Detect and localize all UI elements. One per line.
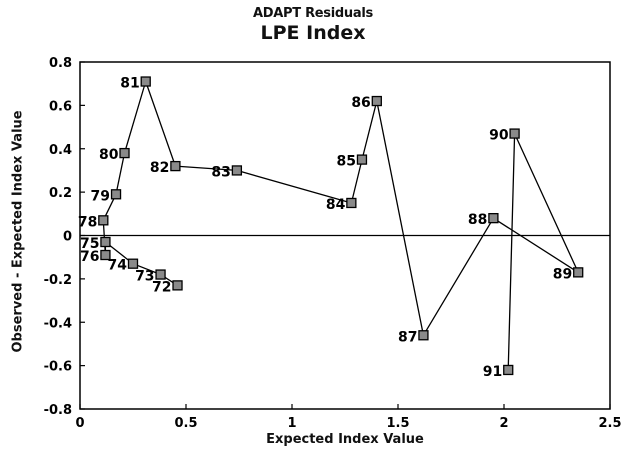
data-point-90 [509, 128, 520, 139]
data-point-80 [119, 147, 130, 159]
y-tick-label: -0.4 [44, 316, 72, 331]
point-label-76: 76 [80, 249, 99, 265]
point-label-89: 89 [553, 266, 572, 282]
data-point-72 [172, 280, 183, 291]
data-point-88 [488, 212, 499, 224]
point-label-72: 72 [152, 279, 171, 295]
data-point-79 [110, 189, 122, 200]
connecting-lines [102, 80, 579, 371]
data-point-86 [371, 95, 382, 107]
point-label-81: 81 [120, 76, 139, 92]
data-point-74 [127, 258, 139, 269]
y-tick-label: -0.6 [44, 360, 72, 375]
point-label-79: 79 [91, 188, 110, 204]
y-tick-label: 0.4 [49, 143, 72, 158]
data-point-82 [170, 160, 181, 172]
data-point-81 [140, 76, 151, 87]
data-point-75 [100, 236, 111, 248]
point-label-80: 80 [99, 147, 119, 163]
y-axis-title: Observed - Expected Index Value [10, 110, 26, 353]
chart-supertitle: ADAPT Residuals [253, 6, 373, 21]
x-tick-label: 1 [287, 416, 296, 431]
x-tick-label: 0 [75, 416, 84, 431]
point-label-75: 75 [80, 236, 99, 252]
y-tick-label: 0.6 [49, 99, 72, 114]
data-point-85 [356, 154, 368, 165]
point-label-88: 88 [468, 212, 487, 228]
point-label-74: 74 [108, 258, 128, 274]
data-point-91 [503, 364, 514, 376]
data-point-83 [231, 165, 243, 176]
x-tick-label: 2.5 [598, 416, 621, 431]
series-line [102, 80, 579, 371]
axes: 0 0.5 1 1.5 2 2.5 0.8 0.6 0.4 0.2 0 -0.2 -0.4 -0.6 -0.… [44, 56, 622, 431]
point-label-73: 73 [135, 269, 154, 285]
data-point-78 [98, 215, 109, 226]
x-tick-label: 2 [499, 416, 508, 431]
data-point-87 [418, 330, 429, 341]
point-label-78: 78 [78, 214, 97, 230]
chart-title: LPE Index [260, 22, 366, 44]
point-label-85: 85 [336, 154, 355, 170]
data-point-89 [573, 267, 584, 278]
data-point-73 [155, 269, 166, 280]
point-label-86: 86 [351, 95, 370, 111]
point-label-90: 90 [489, 128, 509, 144]
y-tick-label: -0.2 [44, 273, 72, 288]
point-label-82: 82 [150, 160, 169, 176]
y-tick-label: 0.2 [49, 186, 72, 201]
data-points [98, 76, 584, 376]
y-tick-label: -0.8 [44, 403, 72, 418]
data-point-76 [100, 249, 111, 261]
data-point-84 [346, 197, 357, 209]
y-tick-label: 0 [63, 230, 72, 245]
x-tick-label: 1.5 [386, 416, 409, 431]
point-label-91: 91 [483, 364, 502, 380]
point-label-84: 84 [326, 197, 346, 213]
x-axis-title: Expected Index Value [266, 432, 424, 447]
y-tick-label: 0.8 [49, 56, 72, 71]
point-label-87: 87 [398, 329, 417, 345]
x-tick-label: 0.5 [174, 416, 197, 431]
point-label-83: 83 [211, 164, 230, 180]
